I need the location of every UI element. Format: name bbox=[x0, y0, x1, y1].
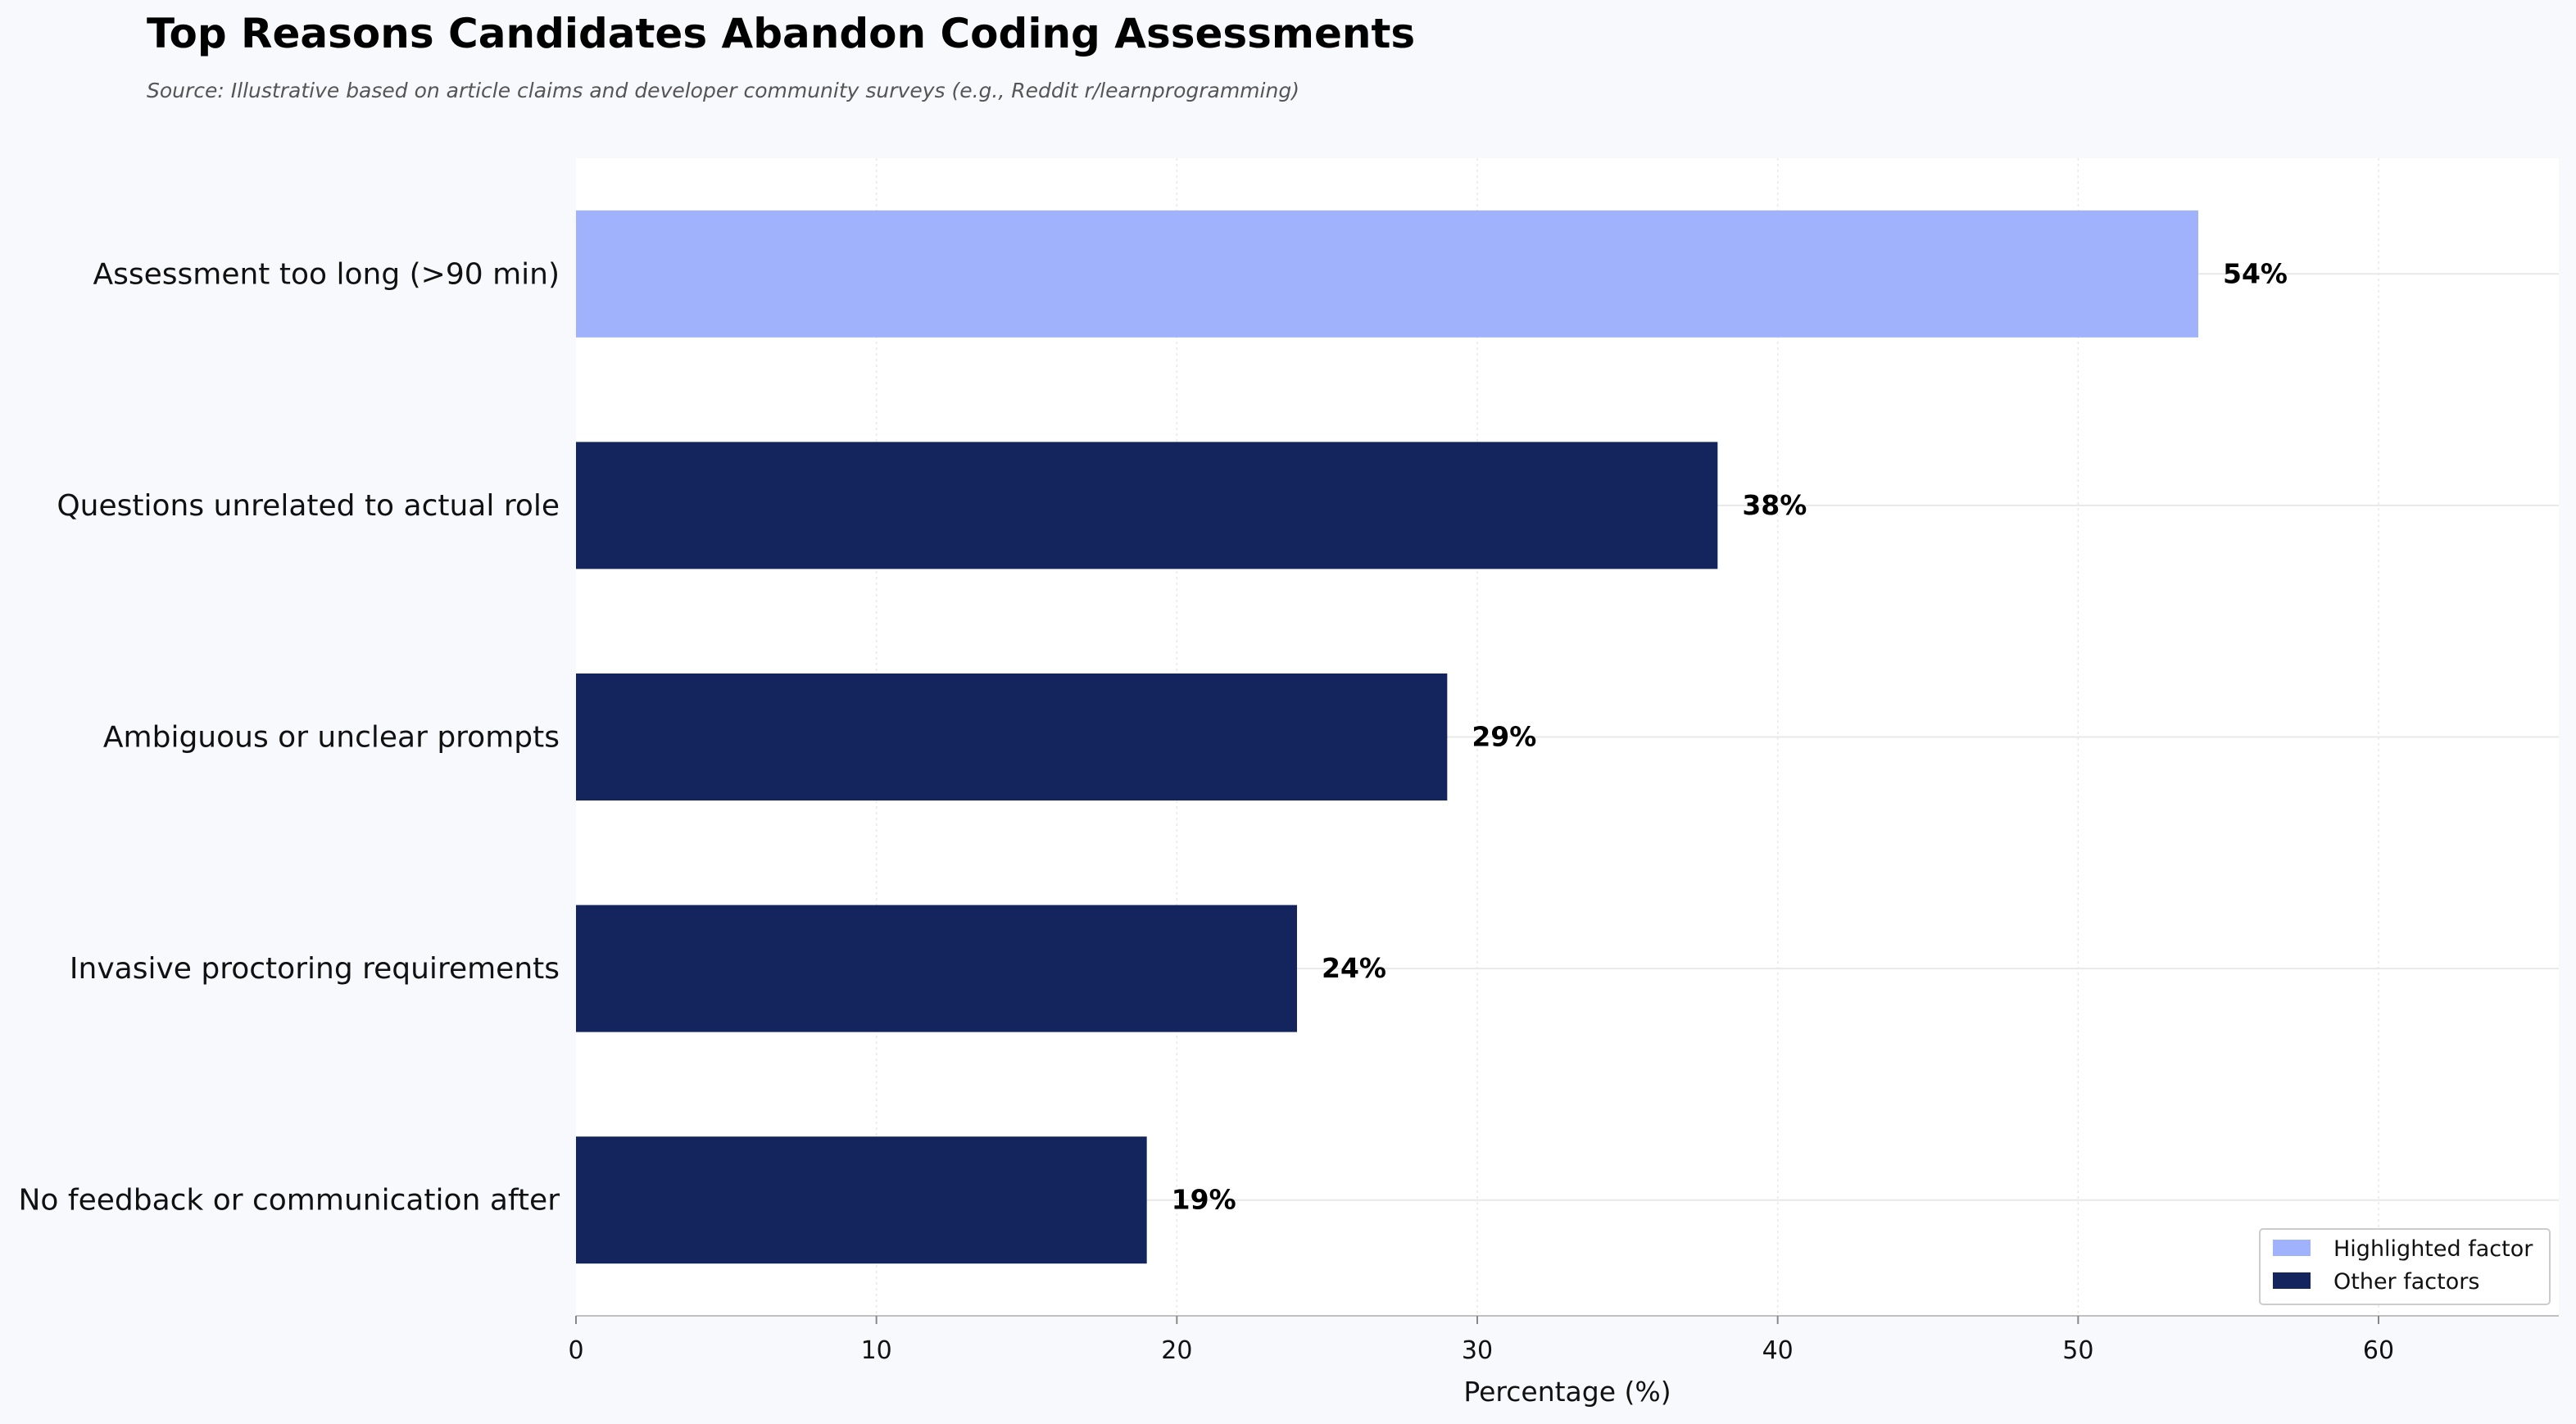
category-label: Ambiguous or unclear prompts bbox=[103, 721, 560, 755]
bar-value-label: 19% bbox=[1172, 1184, 1236, 1216]
category-label: Questions unrelated to actual role bbox=[57, 489, 560, 523]
x-tick-label: 0 bbox=[568, 1336, 583, 1365]
category-labels: Assessment too long (>90 min) Questions u… bbox=[19, 257, 560, 1217]
bar-value-label: 38% bbox=[1742, 489, 1807, 521]
category-label: Invasive proctoring requirements bbox=[70, 952, 560, 986]
chart-title: Top Reasons Candidates Abandon Coding As… bbox=[147, 10, 1415, 57]
x-tick-label: 20 bbox=[1161, 1336, 1192, 1365]
legend-label-other: Other factors bbox=[2333, 1269, 2479, 1295]
legend: Highlighted factor Other factors bbox=[2259, 1228, 2551, 1305]
chart-subtitle: Source: Illustrative based on article cl… bbox=[147, 79, 1299, 102]
x-tick-label: 50 bbox=[2062, 1336, 2093, 1365]
x-axis-label: Percentage (%) bbox=[1463, 1376, 1671, 1408]
x-tick-label: 60 bbox=[2363, 1336, 2394, 1365]
category-label: No feedback or communication after bbox=[19, 1184, 560, 1218]
x-axis-ticks: 0 10 20 30 40 50 60 bbox=[568, 1316, 2394, 1365]
category-label: Assessment too long (>90 min) bbox=[93, 257, 560, 291]
bar-value-label: 54% bbox=[2223, 257, 2288, 289]
bar bbox=[576, 673, 1448, 800]
bars bbox=[576, 210, 2198, 1264]
bar bbox=[576, 442, 1718, 569]
legend-label-highlighted: Highlighted factor bbox=[2333, 1236, 2533, 1262]
x-tick-label: 10 bbox=[861, 1336, 892, 1365]
bar-value-label: 29% bbox=[1472, 721, 1536, 753]
x-tick-label: 40 bbox=[1762, 1336, 1794, 1365]
value-labels: 54% 38% 29% 24% 19% bbox=[1172, 257, 2288, 1215]
bar bbox=[576, 1136, 1147, 1264]
legend-box bbox=[2259, 1228, 2551, 1305]
x-tick-label: 30 bbox=[1462, 1336, 1493, 1365]
legend-swatch-highlighted bbox=[2273, 1240, 2311, 1256]
legend-swatch-other bbox=[2273, 1272, 2311, 1289]
bar-value-label: 24% bbox=[1322, 952, 1386, 984]
bar bbox=[576, 210, 2198, 338]
bar bbox=[576, 905, 1297, 1032]
